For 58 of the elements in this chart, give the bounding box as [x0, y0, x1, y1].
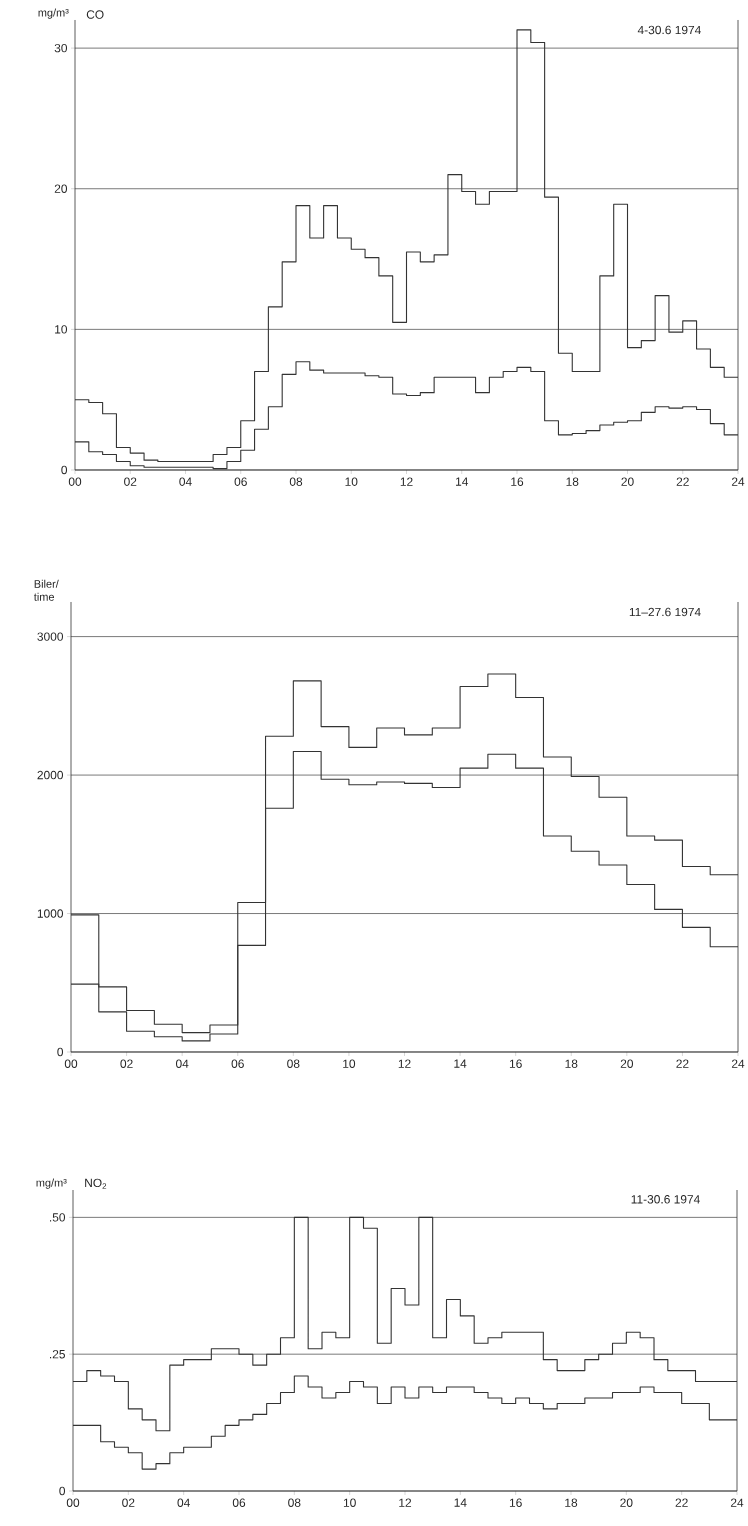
- x-tick-label: 16: [509, 1498, 522, 1507]
- x-tick-label: 18: [566, 477, 579, 486]
- x-tick-label: 22: [675, 1498, 688, 1507]
- y-tick-label: 3000: [37, 632, 64, 641]
- x-tick-label: 22: [676, 477, 689, 486]
- x-tick-label: 04: [175, 1059, 189, 1068]
- x-tick-label: 04: [177, 1498, 190, 1507]
- y-tick-label: 0: [57, 1047, 64, 1057]
- x-tick-label: 14: [454, 1498, 467, 1507]
- x-tick-label: 06: [231, 1059, 244, 1068]
- x-tick-label: 02: [120, 1059, 133, 1068]
- y-axis-title: mg/m³: [38, 8, 69, 19]
- x-tick-label: 06: [232, 1498, 246, 1507]
- y-tick-label: 1000: [37, 909, 64, 918]
- x-tick-label: 16: [509, 1059, 522, 1068]
- x-tick-label: 16: [511, 477, 524, 486]
- chart-subtitle: 11-30.6 1974: [631, 1195, 700, 1204]
- x-tick-label: 12: [398, 1059, 411, 1068]
- y-tick-label: 30: [54, 43, 68, 53]
- x-tick-label: 24: [731, 1059, 745, 1068]
- x-tick-label: 08: [289, 477, 303, 486]
- x-tick-label: 00: [64, 1059, 78, 1068]
- y-tick-label: 2000: [37, 770, 64, 780]
- x-tick-label: 00: [68, 477, 82, 486]
- chart-title: CO: [86, 10, 104, 19]
- x-tick-label: 08: [288, 1498, 301, 1507]
- x-tick-label: 14: [456, 477, 469, 486]
- y-tick-label: 0: [61, 465, 68, 475]
- y-tick-label: .50: [49, 1213, 66, 1222]
- x-tick-label: 20: [621, 477, 634, 486]
- y-axis-title: mg/m³: [36, 1178, 67, 1189]
- x-tick-label: 24: [731, 477, 745, 486]
- x-tick-label: 12: [400, 477, 413, 486]
- x-tick-label: 04: [179, 477, 192, 486]
- y-tick-label: 20: [54, 184, 68, 193]
- x-tick-label: 08: [287, 1059, 300, 1068]
- x-tick-label: 12: [399, 1498, 412, 1507]
- chart-title: NO$_{2}$: [85, 1178, 107, 1189]
- x-tick-label: 22: [676, 1059, 689, 1068]
- x-tick-label: 20: [620, 1059, 634, 1068]
- x-tick-label: 06: [234, 477, 247, 486]
- x-tick-label: 00: [66, 1498, 80, 1507]
- y-tick-label: .25: [49, 1349, 65, 1359]
- chart-subtitle: 11–27.6 1974: [629, 607, 701, 617]
- x-tick-label: 18: [565, 1059, 578, 1068]
- x-tick-label: 20: [620, 1498, 633, 1507]
- chart-subtitle: 4-30.6 1974: [637, 25, 701, 35]
- x-tick-label: 24: [730, 1498, 744, 1507]
- x-tick-label: 10: [343, 1498, 356, 1507]
- y-axis-title: Biler/ time: [33, 579, 59, 601]
- x-tick-label: 02: [122, 1498, 135, 1507]
- x-tick-label: 10: [343, 1059, 356, 1068]
- x-tick-label: 10: [345, 477, 358, 486]
- x-tick-label: 02: [124, 477, 137, 486]
- y-tick-label: 10: [55, 325, 68, 334]
- y-tick-label: 0: [59, 1486, 66, 1496]
- x-tick-label: 14: [454, 1059, 467, 1068]
- x-tick-label: 18: [565, 1498, 578, 1507]
